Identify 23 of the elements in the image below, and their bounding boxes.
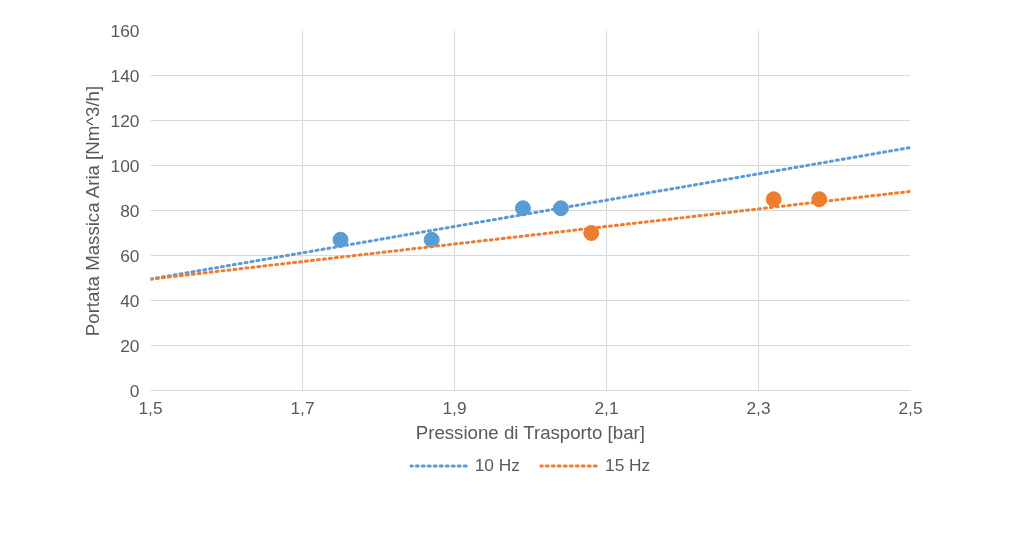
y-tick-label: 80 xyxy=(120,200,140,221)
point xyxy=(423,231,440,248)
y-axis-title: Portata Massica Aria [Nm^3/h] xyxy=(81,85,103,337)
x-tick-label: 1,7 xyxy=(290,397,315,418)
y-tick-label: 20 xyxy=(120,335,140,356)
x-tick-label: 2,3 xyxy=(746,397,771,418)
x-tick-label: 2,1 xyxy=(594,397,619,418)
y-tick-label: 60 xyxy=(120,245,140,266)
y-tick-label: 160 xyxy=(110,20,140,41)
point xyxy=(765,191,782,208)
x-axis-title: Pressione di Trasporto [bar] xyxy=(415,421,645,443)
y-tick-label: 0 xyxy=(129,380,140,401)
point xyxy=(332,231,349,248)
y-tick-label: 120 xyxy=(110,110,140,131)
y-tick-label: 40 xyxy=(120,290,140,311)
y-tick-label: 100 xyxy=(110,155,140,176)
point xyxy=(514,200,531,217)
legend-label: 10 Hz xyxy=(474,454,520,476)
x-tick-label: 1,5 xyxy=(138,397,163,418)
x-tick-label: 2,5 xyxy=(898,397,923,418)
legend-label: 15 Hz xyxy=(605,454,651,476)
x-tick-label: 1,9 xyxy=(442,397,467,418)
y-tick-label: 140 xyxy=(110,65,140,86)
